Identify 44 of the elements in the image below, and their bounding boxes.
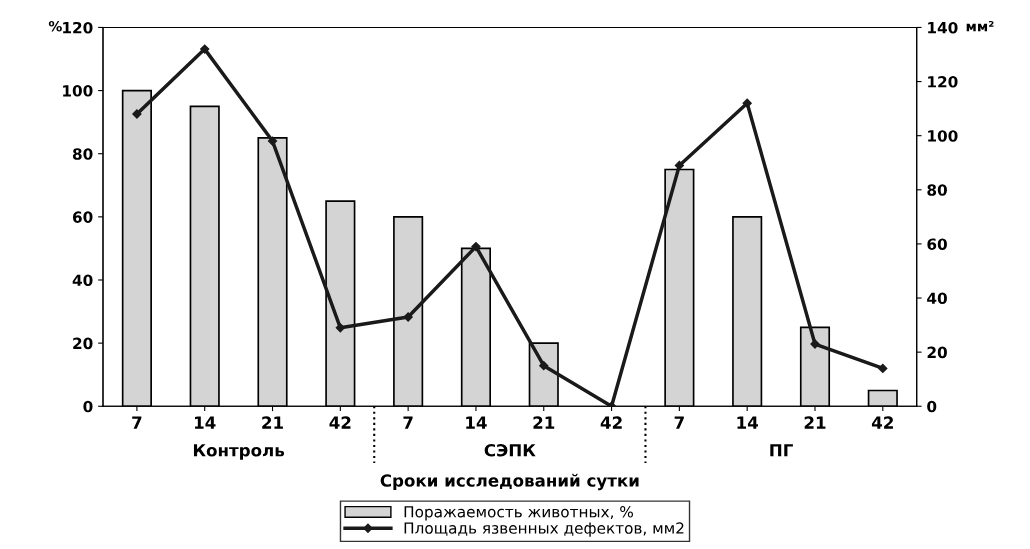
- point: [132, 109, 142, 119]
- x-tick-label: 7: [132, 416, 142, 429]
- y2-tick-label: 0: [927, 400, 937, 413]
- x-tick-label: 21: [804, 416, 826, 429]
- point: [539, 361, 549, 371]
- y-tick-label: 100: [63, 85, 93, 97]
- x-tick-label: 14: [737, 416, 759, 429]
- text: СЭПК: [484, 443, 536, 457]
- y2-tick-label: 20: [927, 346, 947, 359]
- point: [471, 241, 481, 252]
- y2-tick-label: 140: [928, 21, 958, 34]
- y-tick-label: 40: [72, 274, 93, 287]
- y-tick-label: 0: [83, 400, 93, 413]
- x-axis-title: Сроки исследований сутки: [380, 473, 639, 491]
- x-tick-label: 42: [600, 416, 622, 429]
- y-tick-label: 20: [73, 337, 93, 350]
- y-axis-title: %: [48, 20, 62, 32]
- y2-tick-label: 40: [927, 292, 947, 305]
- y2-axis-title: мм²: [966, 20, 994, 32]
- y-tick-label: 120: [63, 21, 93, 34]
- point: [742, 98, 752, 108]
- x-tick-label: 7: [403, 416, 413, 429]
- point: [878, 363, 888, 374]
- x-tick-label: 14: [195, 416, 216, 429]
- y2-tick-label: 80: [927, 184, 947, 196]
- x-tick-label: 42: [329, 416, 351, 429]
- y2-tick-label: 60: [927, 238, 947, 250]
- text: Контроль: [193, 444, 285, 460]
- point: [267, 136, 278, 146]
- point: [335, 323, 345, 333]
- legend-label: Площадь язвенных дефектов, мм2: [404, 522, 684, 537]
- y2-tick-label: 100: [928, 130, 958, 142]
- point: [200, 44, 210, 54]
- legend-label: Поражаемость животных, %: [404, 505, 633, 521]
- y2-tick-label: 120: [928, 76, 958, 88]
- x-tick-label: 21: [262, 416, 283, 429]
- x-tick-label: 14: [466, 416, 487, 429]
- y-tick-label: 60: [72, 211, 93, 223]
- x-tick-label: 21: [533, 416, 555, 429]
- x-tick-label: 7: [674, 416, 684, 429]
- point: [403, 312, 413, 322]
- y-tick-label: 80: [72, 148, 93, 160]
- text: ПГ: [770, 444, 793, 457]
- x-tick-label: 42: [871, 416, 893, 429]
